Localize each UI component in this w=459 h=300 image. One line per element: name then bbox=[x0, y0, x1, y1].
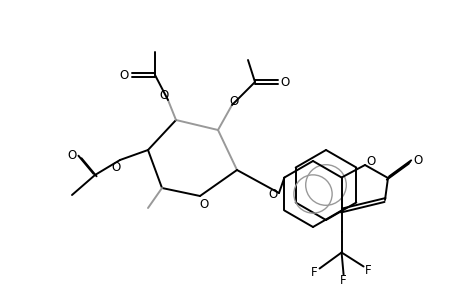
Text: O: O bbox=[119, 68, 129, 82]
Text: O: O bbox=[111, 160, 120, 173]
Text: O: O bbox=[199, 197, 208, 211]
Text: O: O bbox=[413, 154, 422, 166]
Text: O: O bbox=[365, 154, 375, 167]
Text: O: O bbox=[229, 94, 238, 107]
Text: O: O bbox=[67, 148, 77, 161]
Text: F: F bbox=[364, 264, 371, 277]
Text: O: O bbox=[268, 188, 277, 200]
Text: O: O bbox=[159, 88, 168, 101]
Text: F: F bbox=[340, 274, 346, 287]
Text: F: F bbox=[311, 266, 317, 279]
Text: O: O bbox=[280, 76, 289, 88]
